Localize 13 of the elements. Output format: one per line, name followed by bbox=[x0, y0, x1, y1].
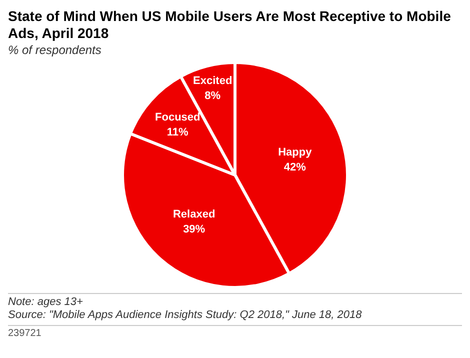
source-note: Source: "Mobile Apps Audience Insights Study: Q2 2018," June 18, 2018 bbox=[8, 309, 363, 322]
slice-label: Focused bbox=[155, 111, 200, 124]
chart-title: State of Mind When US Mobile Users Are Most Receptive to Mobile Ads, April 2018 bbox=[8, 8, 452, 42]
text: Note: ages 13+ bbox=[8, 296, 84, 309]
text: 239721 bbox=[8, 325, 462, 339]
data-label: 8% bbox=[204, 90, 221, 102]
slice-label: Excited bbox=[193, 74, 232, 87]
slice-label: Relaxed bbox=[172, 208, 216, 220]
data-label: 39% bbox=[183, 223, 206, 236]
data-label: 42% bbox=[284, 162, 306, 174]
slice-label: Happy bbox=[278, 146, 313, 159]
chart-subtitle: % of respondents bbox=[8, 43, 102, 57]
data-label: 11% bbox=[166, 126, 189, 138]
